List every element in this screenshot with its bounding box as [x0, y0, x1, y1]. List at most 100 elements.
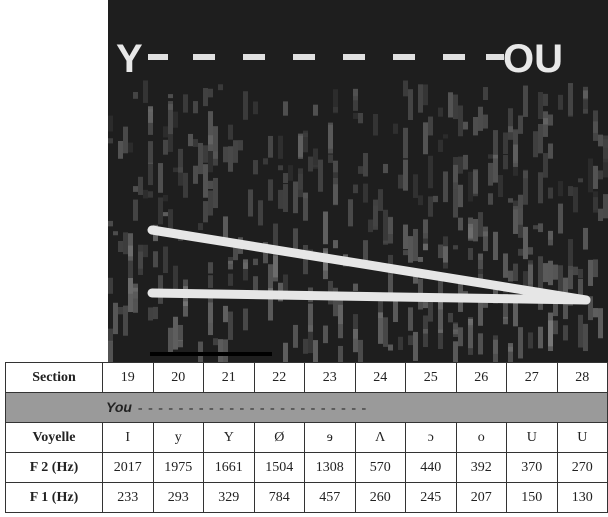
noise-cell: [428, 156, 433, 188]
noise-cell: [118, 241, 123, 252]
cell: 2017: [103, 453, 154, 483]
noise-cell: [438, 140, 443, 152]
start-label: Y: [116, 37, 143, 81]
noise-cell: [203, 201, 208, 222]
data-row: F 1 (Hz)233293329784457260245207150130: [6, 483, 608, 513]
noise-cell: [208, 89, 213, 98]
row-label: F 2 (Hz): [6, 453, 103, 483]
cell: 370: [507, 453, 558, 483]
noise-cell: [483, 227, 488, 252]
noise-cell: [338, 346, 343, 362]
cell: ɘ: [305, 423, 356, 453]
noise-cell: [583, 228, 588, 250]
noise-cell: [333, 107, 338, 112]
noise-cell: [138, 245, 143, 275]
noise-cell: [528, 260, 533, 265]
noise-cell: [528, 265, 533, 289]
noise-cell: [198, 342, 203, 362]
noise-cell: [443, 134, 448, 138]
noise-cell: [173, 168, 178, 173]
noise-cell: [533, 225, 538, 229]
noise-cell: [518, 327, 523, 358]
noise-cell: [228, 146, 233, 171]
noise-cell: [163, 247, 168, 273]
noise-cell: [318, 160, 323, 192]
cell: 260: [355, 483, 406, 513]
noise-cell: [413, 229, 418, 261]
noise-cell: [288, 165, 293, 181]
cell: 27: [507, 363, 558, 393]
noise-cell: [538, 92, 543, 119]
noise-cell: [283, 343, 288, 362]
noise-cell: [408, 335, 413, 345]
noise-cell: [168, 135, 173, 152]
cell: 20: [153, 363, 204, 393]
noise-cell: [353, 284, 358, 291]
noise-cell: [583, 100, 588, 109]
noise-cell: [243, 259, 248, 269]
noise-cell: [303, 245, 308, 274]
cell: 19: [103, 363, 154, 393]
noise-cell: [483, 87, 488, 100]
noise-cell: [138, 177, 143, 195]
scale-bar: [150, 352, 272, 356]
cell: y: [153, 423, 204, 453]
noise-cell: [533, 131, 538, 157]
noise-cell: [593, 110, 598, 133]
cell: 150: [507, 483, 558, 513]
noise-cell: [128, 233, 133, 260]
noise-cell: [123, 306, 128, 336]
noise-cell: [143, 245, 148, 257]
noise-cell: [508, 108, 513, 140]
noise-cell: [208, 296, 213, 323]
noise-cell: [368, 220, 373, 233]
noise-cell: [538, 256, 543, 289]
noise-cell: [418, 84, 423, 112]
noise-cell: [578, 315, 583, 348]
cell: 22: [254, 363, 305, 393]
noise-cell: [458, 157, 463, 174]
noise-cell: [548, 231, 553, 240]
noise-cell: [453, 324, 458, 337]
noise-cell: [293, 325, 298, 348]
noise-cell: [228, 125, 233, 140]
noise-cell: [243, 91, 248, 120]
noise-cell: [303, 133, 308, 137]
noise-cell: [593, 197, 598, 212]
noise-cell: [203, 164, 208, 198]
noise-cell: [453, 190, 458, 218]
noise-cell: [148, 307, 153, 320]
noise-cell: [353, 113, 358, 119]
noise-cell: [508, 271, 513, 282]
word-cell: You- - - - - - - - - - - - - - - - - - -…: [6, 393, 608, 423]
noise-cell: [168, 209, 173, 228]
noise-cell: [583, 90, 588, 98]
noise-cell: [108, 138, 113, 143]
noise-cell: [518, 208, 523, 238]
noise-cell: [183, 94, 188, 112]
noise-cell: [148, 191, 153, 197]
noise-cell: [543, 94, 548, 106]
noise-cell: [513, 300, 518, 327]
noise-cell: [298, 168, 303, 197]
noise-cell: [383, 164, 388, 173]
noise-cell: [218, 84, 223, 90]
cell: o: [456, 423, 507, 453]
noise-cell: [593, 259, 598, 277]
noise-cell: [253, 160, 258, 174]
noise-cell: [383, 240, 388, 244]
noise-cell: [148, 163, 153, 185]
noise-cell: [418, 195, 423, 205]
cell: 570: [355, 453, 406, 483]
noise-cell: [363, 184, 368, 203]
cell: 329: [204, 483, 255, 513]
noise-cell: [503, 132, 508, 154]
noise-cell: [203, 145, 208, 162]
noise-cell: [403, 160, 408, 191]
noise-cell: [443, 246, 448, 262]
noise-cell: [573, 267, 578, 275]
noise-cell: [233, 140, 238, 163]
noise-cell: [188, 134, 193, 146]
noise-cell: [178, 149, 183, 173]
noise-cell: [278, 190, 283, 209]
